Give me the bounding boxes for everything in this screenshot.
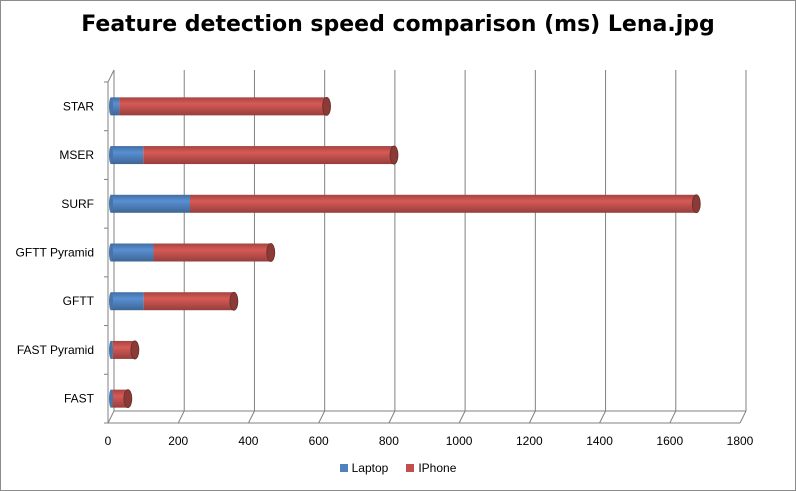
gridline-floor	[107, 410, 115, 424]
x-tick-label: 1000	[446, 434, 473, 448]
x-tick-label: 1200	[516, 434, 543, 448]
bar-start-cap	[109, 340, 113, 359]
bar-iphone-star	[119, 97, 327, 116]
y-tick-label: SURF	[61, 197, 94, 211]
chart-title: Feature detection speed comparison (ms) …	[81, 12, 715, 37]
bar-end-cap	[266, 243, 276, 262]
axes	[104, 69, 746, 424]
bar-end-cap	[322, 96, 331, 116]
gridline-floor	[177, 410, 185, 424]
x-tick-label: 200	[168, 434, 188, 448]
gridline-floor	[599, 410, 607, 424]
gridline-floor	[739, 410, 747, 424]
gridline-floor	[528, 410, 536, 424]
bar-end-cap	[389, 145, 399, 165]
y-tick-label: FAST Pyramid	[17, 343, 94, 357]
y-tick-label: FAST	[64, 392, 95, 406]
bar-iphone-surf	[190, 194, 697, 213]
bar-laptop-mser	[111, 146, 144, 165]
legend-item-iphone: IPhone	[406, 461, 456, 475]
legend-swatch-iphone	[406, 464, 415, 472]
bar-iphone-gftt-pyramid	[153, 243, 271, 262]
bar-iphone-gftt	[143, 292, 234, 311]
y-tick-label: MSER	[59, 148, 94, 162]
legend-swatch-laptop	[339, 464, 348, 472]
bar-laptop-gftt-pyramid	[111, 243, 154, 262]
bar-end-cap	[123, 389, 133, 409]
bar-laptop-star	[111, 97, 120, 116]
bars	[109, 96, 701, 409]
y-tick-label: GFTT	[63, 294, 95, 308]
x-tick-label: 1400	[586, 434, 613, 448]
gridline-floor	[669, 410, 677, 424]
bar-iphone-mser	[143, 146, 394, 165]
x-tick-label: 1600	[656, 434, 683, 448]
x-tick-label: 600	[309, 434, 329, 448]
bar-laptop-surf	[111, 194, 190, 213]
legend: Laptop IPhone	[0, 461, 796, 475]
bar-start-cap	[109, 146, 113, 165]
bar-iphone-fast-pyramid	[112, 340, 135, 359]
bar-start-cap	[109, 97, 113, 116]
bar-start-cap	[109, 389, 113, 408]
gridline-floor	[388, 410, 396, 424]
y-tick-label: STAR	[63, 99, 94, 113]
bar-end-cap	[130, 340, 140, 360]
bar-start-cap	[109, 243, 113, 262]
x-tick-label: 1800	[727, 434, 754, 448]
legend-label-iphone: IPhone	[418, 461, 457, 475]
legend-item-laptop: Laptop	[339, 461, 389, 475]
gridline-floor	[318, 410, 326, 424]
bar-end-cap	[691, 194, 701, 214]
legend-label-laptop: Laptop	[351, 461, 389, 475]
bar-laptop-gftt	[111, 292, 144, 311]
gridline-floor	[458, 410, 466, 424]
bar-start-cap	[109, 292, 113, 311]
x-tick-label: 800	[379, 434, 399, 448]
x-tick-label: 400	[238, 434, 258, 448]
gridline-floor	[247, 410, 255, 424]
y-tick-label: GFTT Pyramid	[16, 246, 94, 260]
bar-start-cap	[109, 194, 113, 213]
bar-end-cap	[229, 291, 239, 311]
x-tick-label: 0	[105, 434, 112, 448]
axis-labels: 0 200 400 600 800 1000 1200 1400 1600 1800 FAST FAS…	[16, 99, 754, 448]
grid-lines	[107, 70, 747, 424]
y-axis-top-edge	[107, 69, 115, 83]
